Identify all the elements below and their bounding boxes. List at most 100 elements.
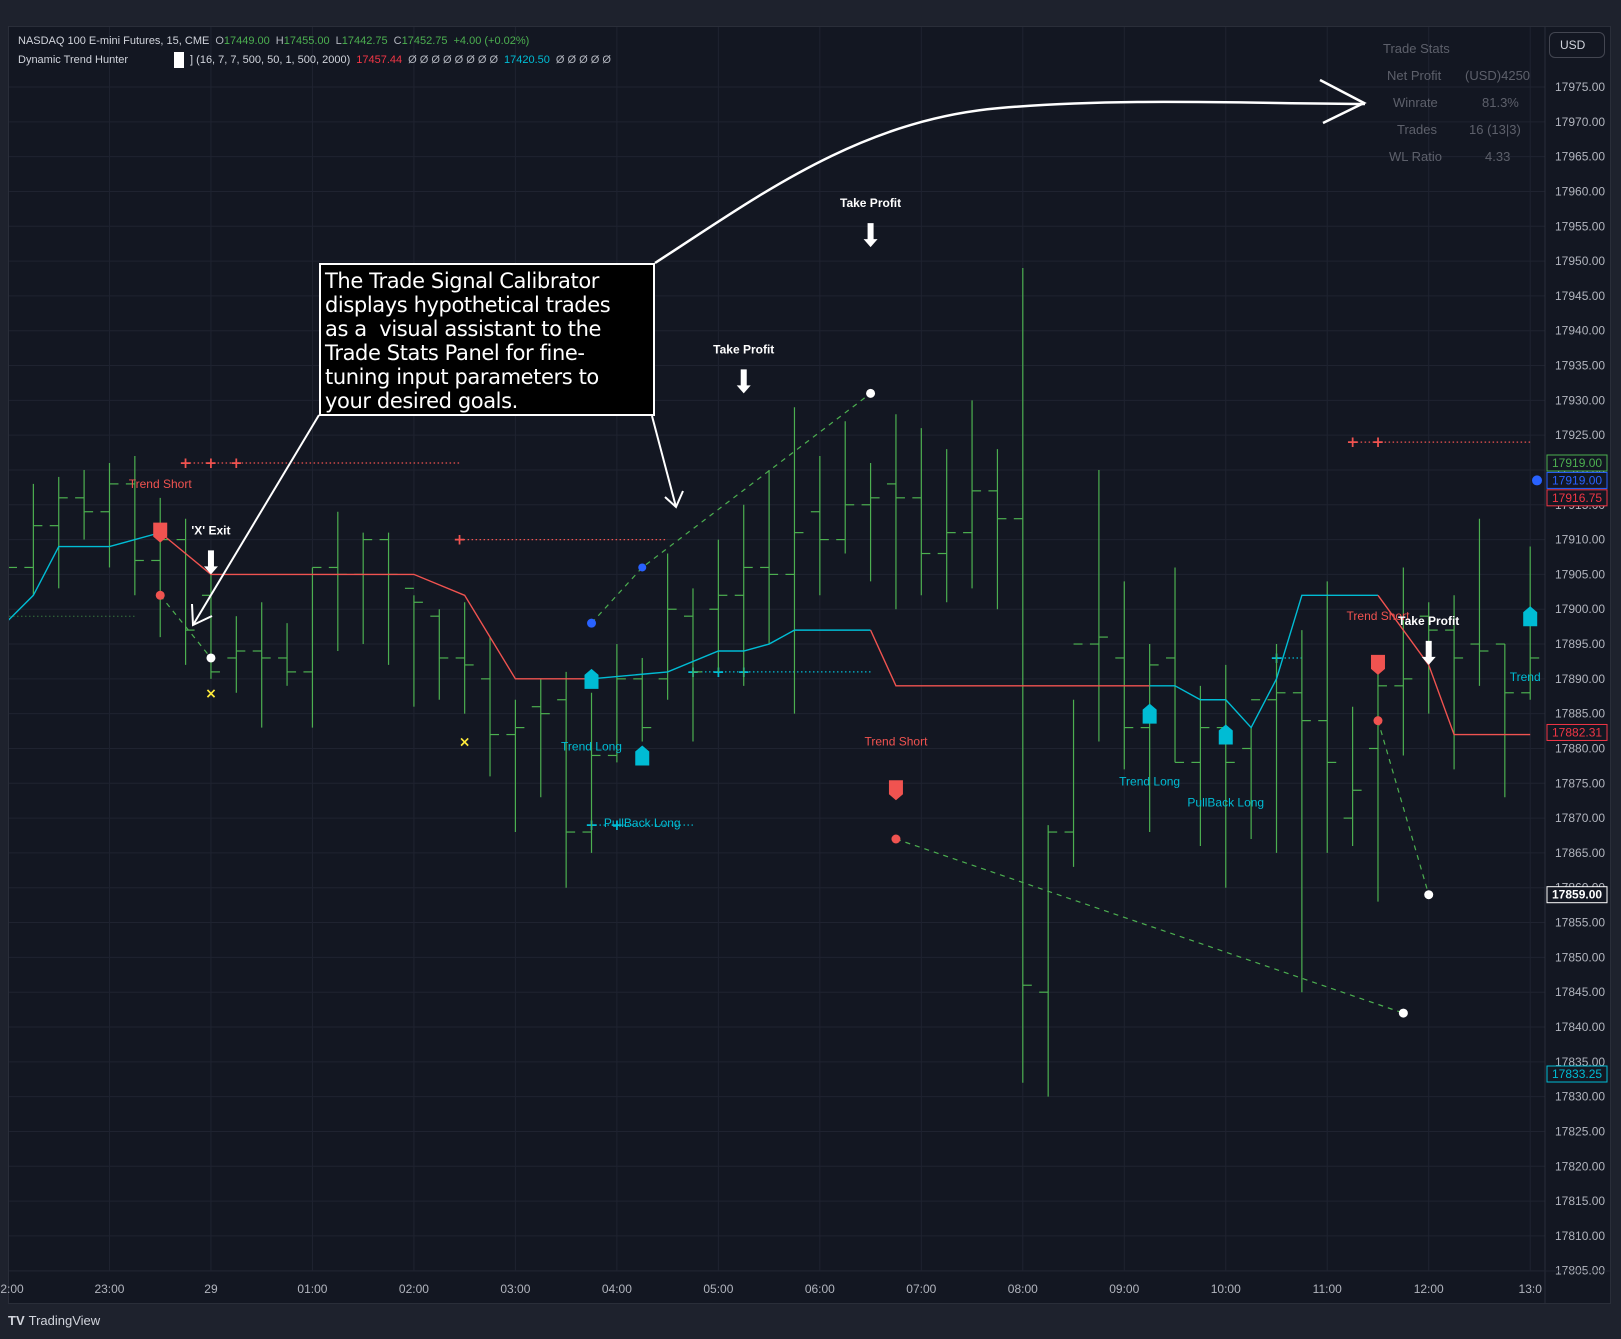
time-axis-label[interactable]: 01:00 — [297, 1282, 327, 1296]
signal-label: PullBack Long — [604, 816, 681, 830]
price-axis-label[interactable]: 17910.00 — [1555, 533, 1605, 547]
stat-label-trades: Trades — [1397, 122, 1437, 137]
exit-label: Take Profit — [840, 196, 901, 210]
price-tag — [1546, 1065, 1608, 1083]
trend-line — [1377, 594, 1531, 736]
price-tag-value: 17919.00 — [1552, 456, 1602, 470]
price-axis-label[interactable]: 17950.00 — [1555, 254, 1605, 268]
tradingview-logo-icon: TV — [8, 1313, 25, 1328]
signal-label: Trend L — [1510, 670, 1551, 684]
price-axis-label[interactable]: 17845.00 — [1555, 985, 1605, 999]
time-axis-label[interactable]: 05:00 — [703, 1282, 733, 1296]
price-axis-label[interactable]: 17885.00 — [1555, 707, 1605, 721]
indicator-params: ] (16, 7, 7, 500, 50, 1, 500, 2000) — [190, 53, 351, 66]
price-tag-value: 17916.75 — [1552, 491, 1602, 505]
trade-exit-dot — [1398, 1008, 1408, 1018]
trade-entry-dot — [155, 590, 165, 600]
time-axis-label[interactable]: 03:00 — [500, 1282, 530, 1296]
target-cross-icon: + — [453, 531, 466, 549]
indicator-name[interactable]: Dynamic Trend Hunter — [18, 53, 129, 66]
price-tag — [1546, 454, 1608, 472]
price-axis-label[interactable]: 17965.00 — [1555, 150, 1605, 164]
price-axis-label[interactable]: 17970.00 — [1555, 115, 1605, 129]
target-cross-icon: + — [611, 816, 624, 834]
long-signal-icon — [635, 745, 650, 766]
price-axis-label[interactable]: 17880.00 — [1555, 741, 1605, 755]
symbol-name[interactable]: NASDAQ 100 E-mini Futures, 15, CME — [18, 35, 210, 47]
time-axis-label[interactable]: 11:00 — [1313, 1282, 1342, 1296]
price-axis-label[interactable]: 17975.00 — [1555, 80, 1605, 94]
tradingview-logo[interactable]: TV TradingView — [8, 1313, 100, 1328]
price-axis-label[interactable]: 17850.00 — [1555, 950, 1605, 964]
annotation-arrow-right — [651, 415, 677, 508]
stat-value-winrate: 81.3% — [1482, 95, 1519, 110]
time-axis-label[interactable]: 07:00 — [906, 1282, 936, 1296]
callout-line: as a visual assistant to the — [325, 317, 602, 341]
trade-stats-title: Trade Stats — [1383, 41, 1450, 56]
price-tag — [1546, 489, 1608, 507]
time-axis-label[interactable]: 02:00 — [399, 1282, 429, 1296]
price-axis-label[interactable]: 17895.00 — [1555, 637, 1605, 651]
price-axis-label[interactable]: 17865.00 — [1555, 846, 1605, 860]
time-axis-label[interactable]: 2:00 — [0, 1282, 24, 1296]
long-signal-icon — [1523, 606, 1538, 627]
price-axis-label[interactable]: 17930.00 — [1555, 393, 1605, 407]
price-axis-label[interactable]: 17840.00 — [1555, 1020, 1605, 1034]
time-axis-label[interactable]: 04:00 — [602, 1282, 632, 1296]
time-axis-label[interactable]: 08:00 — [1008, 1282, 1038, 1296]
trade-exit-dot — [206, 653, 216, 663]
callout-line: tuning input parameters to — [325, 365, 599, 389]
exit-label: 'X' Exit — [191, 523, 230, 537]
price-axis-label[interactable]: 17890.00 — [1555, 672, 1605, 686]
time-axis-label[interactable]: 09:00 — [1109, 1282, 1139, 1296]
callout-line: your desired goals. — [325, 389, 518, 413]
price-axis-label[interactable]: 17815.00 — [1555, 1194, 1605, 1208]
currency-button[interactable]: USD — [1549, 32, 1605, 58]
price-axis-label[interactable]: 17830.00 — [1555, 1090, 1605, 1104]
price-axis-label[interactable]: 17870.00 — [1555, 811, 1605, 825]
price-axis-label[interactable]: 17810.00 — [1555, 1229, 1605, 1243]
price-axis-label[interactable]: 17945.00 — [1555, 289, 1605, 303]
open-value: 17449.00 — [223, 35, 270, 47]
price-axis-label[interactable]: 17835.00 — [1555, 1055, 1605, 1069]
price-axis-label[interactable]: 17940.00 — [1555, 324, 1605, 338]
stat-value-trades: 16 (13|3) — [1469, 122, 1521, 137]
price-axis-label[interactable]: 17825.00 — [1555, 1124, 1605, 1138]
indicator-visibility-toggle[interactable] — [174, 52, 185, 68]
price-axis-label[interactable]: 17925.00 — [1555, 428, 1605, 442]
price-tag-value: 17859.00 — [1552, 888, 1602, 902]
high-value: 17455.00 — [283, 35, 330, 47]
price-axis-label[interactable]: 17900.00 — [1555, 602, 1605, 616]
time-axis-label[interactable]: 12:00 — [1414, 1282, 1444, 1296]
stat-label-winrate: Winrate — [1393, 95, 1438, 110]
price-axis-label[interactable]: 17935.00 — [1555, 359, 1605, 373]
time-axis-label[interactable]: 23:00 — [94, 1282, 124, 1296]
exit-label: Take Profit — [1398, 614, 1459, 628]
exit-arrow-icon — [863, 223, 878, 248]
annotation-callout[interactable]: The Trade Signal Calibrator displays hyp… — [319, 263, 655, 416]
long-signal-icon — [1142, 703, 1157, 724]
time-axis-label[interactable]: 29 — [204, 1282, 218, 1296]
trend-line — [159, 532, 592, 680]
price-axis-label[interactable]: 17875.00 — [1555, 776, 1605, 790]
chart-pane[interactable] — [8, 26, 1611, 1304]
stop-x-icon: × — [205, 686, 217, 702]
annotation-arrow-left — [192, 414, 320, 626]
target-cross-icon: + — [205, 454, 218, 472]
price-axis-label[interactable]: 17960.00 — [1555, 184, 1605, 198]
time-axis-label[interactable]: 10:00 — [1211, 1282, 1241, 1296]
time-axis-label[interactable]: 06:00 — [805, 1282, 835, 1296]
stat-value-wl-ratio: 4.33 — [1485, 149, 1511, 164]
price-axis-label[interactable]: 17905.00 — [1555, 567, 1605, 581]
time-axis-label[interactable]: 13:0 — [1519, 1282, 1543, 1296]
price-axis-label[interactable]: 17820.00 — [1555, 1159, 1605, 1173]
stop-x-icon: × — [459, 735, 471, 751]
price-axis-label[interactable]: 17955.00 — [1555, 219, 1605, 233]
price-axis-label[interactable]: 17855.00 — [1555, 916, 1605, 930]
trend-line — [9, 531, 161, 621]
exit-arrow-icon — [1421, 640, 1436, 665]
price-tag — [1546, 886, 1608, 904]
current-entry-dot — [1532, 475, 1542, 486]
callout-line: Trade Stats Panel for fine- — [325, 341, 585, 365]
